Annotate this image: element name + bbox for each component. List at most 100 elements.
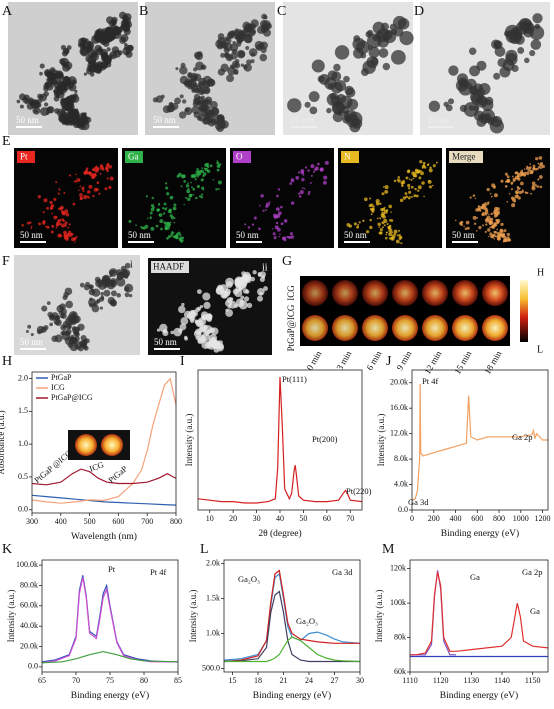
particle (280, 205, 283, 209)
particle (220, 52, 226, 58)
particle (422, 161, 426, 165)
particle (50, 230, 54, 234)
particle (251, 223, 255, 226)
particle (179, 66, 188, 75)
annotation: Pt 4f (422, 376, 438, 386)
particle (531, 186, 536, 191)
particle (169, 195, 174, 200)
particle (522, 189, 524, 191)
particle (481, 224, 485, 227)
x-tick-label: 800 (170, 517, 182, 526)
particle (506, 175, 510, 179)
particle (55, 221, 61, 226)
particle (71, 326, 77, 331)
particle (307, 193, 310, 196)
panel-label: H (2, 354, 12, 369)
particle (413, 194, 417, 198)
particle (38, 222, 42, 226)
particle (407, 169, 411, 173)
particle (68, 223, 71, 226)
particle (516, 194, 519, 197)
scale-label: 50 nm (128, 230, 151, 240)
series-line (223, 569, 360, 663)
map-element: Ga (128, 152, 139, 162)
y-axis-label: Intensity (a.u.) (374, 590, 384, 643)
particle (368, 204, 372, 208)
particle (43, 102, 49, 107)
x-tick-label: 30 (356, 676, 364, 685)
particle (302, 174, 305, 176)
particle (518, 190, 523, 195)
x-tick-label: 500 (84, 517, 96, 526)
particle (428, 179, 431, 183)
particle (510, 181, 514, 185)
particle (385, 233, 387, 236)
particle (496, 231, 500, 235)
y-tick-label: 8.0k (394, 454, 408, 463)
particle (106, 162, 110, 166)
particle (414, 187, 417, 191)
particle (118, 11, 127, 20)
particle (59, 223, 62, 226)
x-tick-label: 800 (493, 514, 505, 523)
particle (172, 233, 174, 236)
particle (259, 53, 268, 62)
particle (218, 340, 223, 345)
particle (170, 232, 173, 235)
particle (186, 197, 191, 202)
particle (92, 63, 100, 71)
time-label: 3 min (334, 349, 353, 372)
y-tick-label: 20.0k (20, 641, 38, 650)
particle (344, 85, 354, 96)
particle (484, 207, 487, 210)
particle (298, 195, 302, 198)
particle (506, 232, 510, 237)
particle (248, 29, 253, 34)
particle (369, 225, 373, 230)
particle (372, 205, 375, 208)
particle (530, 192, 533, 195)
particle (496, 236, 501, 241)
particle (187, 72, 193, 78)
particle (407, 183, 411, 188)
particle (202, 172, 207, 176)
particle (79, 197, 83, 200)
series-line (41, 575, 178, 663)
particle (272, 232, 276, 236)
particle (385, 209, 389, 212)
time-label: 9 min (394, 349, 413, 372)
particle (19, 104, 24, 109)
particle (101, 168, 105, 171)
particle (524, 192, 527, 194)
annotation: Pt (108, 564, 116, 574)
particle (186, 189, 191, 194)
particles (152, 13, 272, 133)
particle (39, 71, 43, 76)
particle (538, 156, 543, 160)
particle (260, 46, 267, 54)
particle (164, 182, 168, 185)
particle (279, 233, 281, 235)
y-tick-label: 80k (394, 632, 406, 641)
particle (372, 21, 385, 34)
series-line (197, 376, 363, 504)
annotation: Ga 2p (512, 432, 533, 442)
particle (180, 185, 183, 188)
particle (383, 224, 386, 227)
particle (273, 215, 278, 219)
particle (75, 173, 77, 176)
particle (469, 65, 480, 77)
particle (192, 67, 198, 72)
particles (21, 162, 114, 243)
x-tick-label: 27 (331, 676, 339, 685)
particle (42, 221, 46, 225)
particle (503, 229, 507, 233)
particle (106, 47, 111, 52)
particle (396, 234, 399, 237)
particle (523, 168, 526, 170)
particle (85, 281, 91, 287)
particle (164, 207, 167, 211)
particle (210, 118, 217, 125)
x-tick-label: 200 (428, 514, 440, 523)
particle (289, 182, 293, 185)
